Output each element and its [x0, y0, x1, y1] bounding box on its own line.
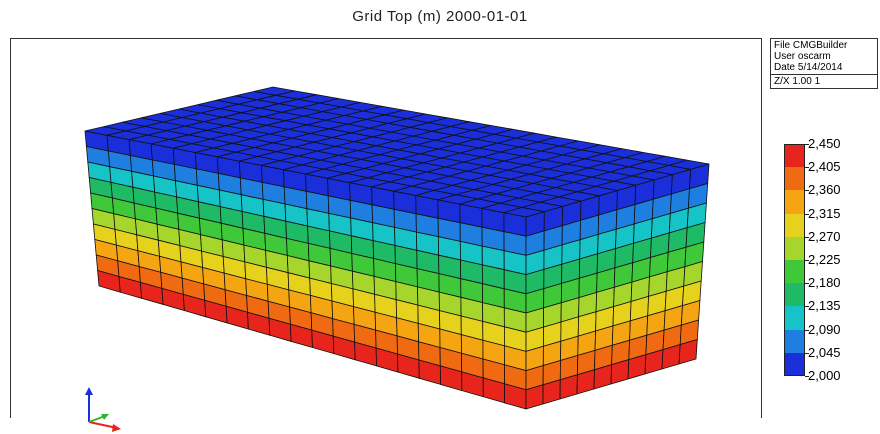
legend-swatch: [784, 260, 805, 284]
legend-label: 2,000: [808, 368, 841, 383]
legend-swatch: [784, 329, 805, 353]
legend-label: 2,315: [808, 205, 841, 221]
legend-swatch: [784, 144, 805, 168]
3d-viewport[interactable]: [10, 38, 762, 432]
legend-tick: [805, 306, 809, 308]
legend-tick: [805, 260, 809, 261]
info-zx: Z/X 1.00 1: [771, 74, 877, 88]
legend-swatch: [784, 283, 805, 307]
legend-label: 2,360: [808, 182, 841, 198]
legend-label: 2,135: [808, 298, 841, 314]
plot-title: Grid Top (m) 2000-01-01: [352, 8, 528, 25]
legend-label: 2,270: [808, 228, 841, 244]
legend-label: 2,045: [808, 344, 841, 360]
legend-tick: [805, 376, 809, 377]
legend-swatch: [784, 213, 805, 237]
grid-cell-side: [678, 338, 698, 365]
legend-tick: [805, 213, 809, 215]
info-date: Date 5/14/2014: [774, 62, 843, 73]
legend-label: 2,225: [808, 252, 841, 267]
xyz-axis-icon: [85, 387, 121, 432]
legend-label: 2,405: [808, 159, 841, 175]
grid-cell-top: [668, 159, 710, 170]
legend-tick: [805, 144, 809, 145]
legend-tick: [805, 283, 809, 285]
legend-swatch: [784, 352, 805, 376]
color-legend: 2,450 2,405 2,360 2,315 2,270 2,225 2,180 2,135…: [784, 136, 874, 410]
legend-swatch: [784, 306, 805, 330]
legend-swatch: [784, 167, 805, 191]
info-panel: File CMGBuilder User oscarm Date 5/14/20…: [770, 38, 878, 89]
legend-swatch: [784, 190, 805, 214]
legend-tick: [805, 352, 809, 354]
info-file: File CMGBuilder: [774, 40, 848, 51]
legend-tick: [805, 236, 809, 238]
legend-tick: [805, 167, 809, 169]
legend-tick: [805, 190, 809, 192]
legend-label: 2,180: [808, 275, 841, 291]
info-user: User oscarm: [774, 51, 831, 62]
legend-label: 2,090: [808, 321, 841, 337]
legend-tick: [805, 329, 809, 331]
reservoir-grid[interactable]: [11, 39, 761, 419]
legend-label: 2,450: [808, 136, 841, 151]
legend-swatch: [784, 236, 805, 260]
